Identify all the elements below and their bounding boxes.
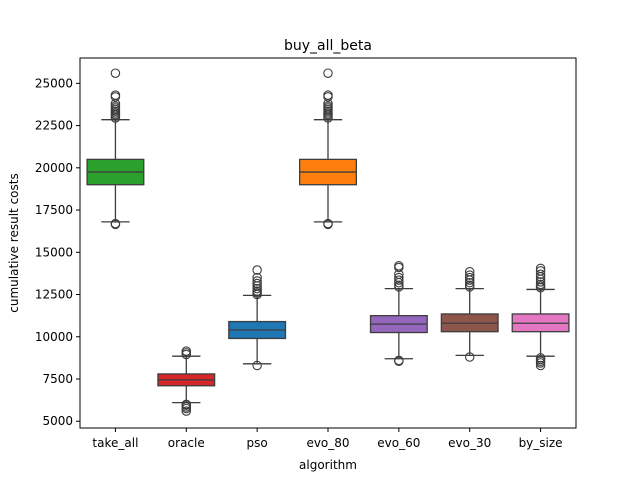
outlier-evo_80-1: [323, 218, 333, 229]
outlier-evo_30-6: [464, 270, 475, 280]
y-tick-label-22500: 22500: [35, 119, 73, 133]
chart-title: buy_all_beta: [284, 38, 372, 54]
outlier-by_size-11: [535, 269, 546, 280]
box-group-evo_30: [440, 266, 499, 362]
outlier-by_size-13: [535, 263, 546, 274]
outlier-oracle-4: [181, 399, 192, 410]
outlier-evo_30-7: [464, 266, 475, 277]
y-tick-label-20000: 20000: [35, 161, 73, 175]
outlier-evo_60-3: [394, 280, 404, 290]
outlier-evo_30-2: [464, 280, 475, 290]
box-group-by_size: [511, 263, 570, 371]
outlier-evo_80-9: [323, 101, 333, 111]
x-tick-label-evo_60: evo_60: [377, 436, 420, 450]
box-group-take_all: [86, 68, 145, 230]
outlier-evo_30-0: [464, 352, 475, 362]
outlier-by_size-7: [535, 279, 546, 290]
outlier-oracle-0: [181, 406, 192, 416]
outlier-pso-0: [252, 360, 262, 371]
outlier-evo_60-9: [394, 261, 404, 271]
outlier-evo_60-6: [394, 272, 404, 283]
outlier-by_size-12: [535, 266, 546, 276]
boxes-layer: [86, 68, 570, 416]
outlier-take_all-12: [110, 90, 121, 100]
y-tick-label-7500: 7500: [42, 372, 73, 386]
outlier-pso-6: [252, 278, 262, 289]
box-group-evo_60: [369, 261, 428, 367]
x-tick-label-by_size: by_size: [519, 436, 563, 450]
box-group-evo_80: [299, 68, 357, 230]
outlier-oracle-7: [181, 346, 192, 356]
outlier-pso-3: [252, 286, 262, 296]
x-tick-label-evo_30: evo_30: [448, 436, 491, 450]
outlier-evo_60-1: [394, 355, 404, 366]
box-group-oracle: [157, 346, 216, 416]
x-tick-label-oracle: oracle: [168, 436, 205, 450]
y-tick-label-25000: 25000: [35, 76, 73, 90]
outlier-take_all-9: [110, 101, 121, 111]
outlier-by_size-8: [535, 277, 546, 287]
outlier-take_all-13: [110, 68, 121, 78]
outlier-pso-8: [252, 272, 262, 283]
x-tick-label-pso: pso: [247, 436, 268, 450]
y-tick-label-12500: 12500: [35, 288, 73, 302]
x-tick-label-evo_80: evo_80: [306, 436, 349, 450]
y-tick-label-10000: 10000: [35, 330, 73, 344]
y-axis-label: cumulative result costs: [7, 173, 21, 312]
box-group-pso: [228, 265, 287, 371]
outlier-evo_30-3: [464, 277, 475, 288]
outlier-pso-7: [252, 276, 262, 286]
x-axis-label: algorithm: [299, 458, 357, 472]
outlier-by_size-4: [535, 353, 546, 363]
outlier-pso-9: [252, 265, 262, 275]
axes-layer: take_all oracle pso evo_80 evo_60 evo_30 by_si…: [35, 76, 563, 450]
y-tick-label-17500: 17500: [35, 203, 73, 217]
y-tick-label-5000: 5000: [42, 414, 73, 428]
x-tick-label-take_all: take_all: [92, 436, 138, 450]
y-tick-label-15000: 15000: [35, 245, 73, 259]
outlier-evo_60-5: [394, 275, 404, 285]
outlier-evo_30-5: [464, 272, 475, 283]
outlier-pso-4: [252, 283, 262, 294]
outlier-evo_80-12: [323, 90, 333, 100]
outlier-take_all-1: [110, 218, 121, 229]
outlier-by_size-0: [535, 360, 546, 371]
plot-frame: [79, 57, 577, 429]
outlier-evo_80-13: [323, 68, 333, 78]
